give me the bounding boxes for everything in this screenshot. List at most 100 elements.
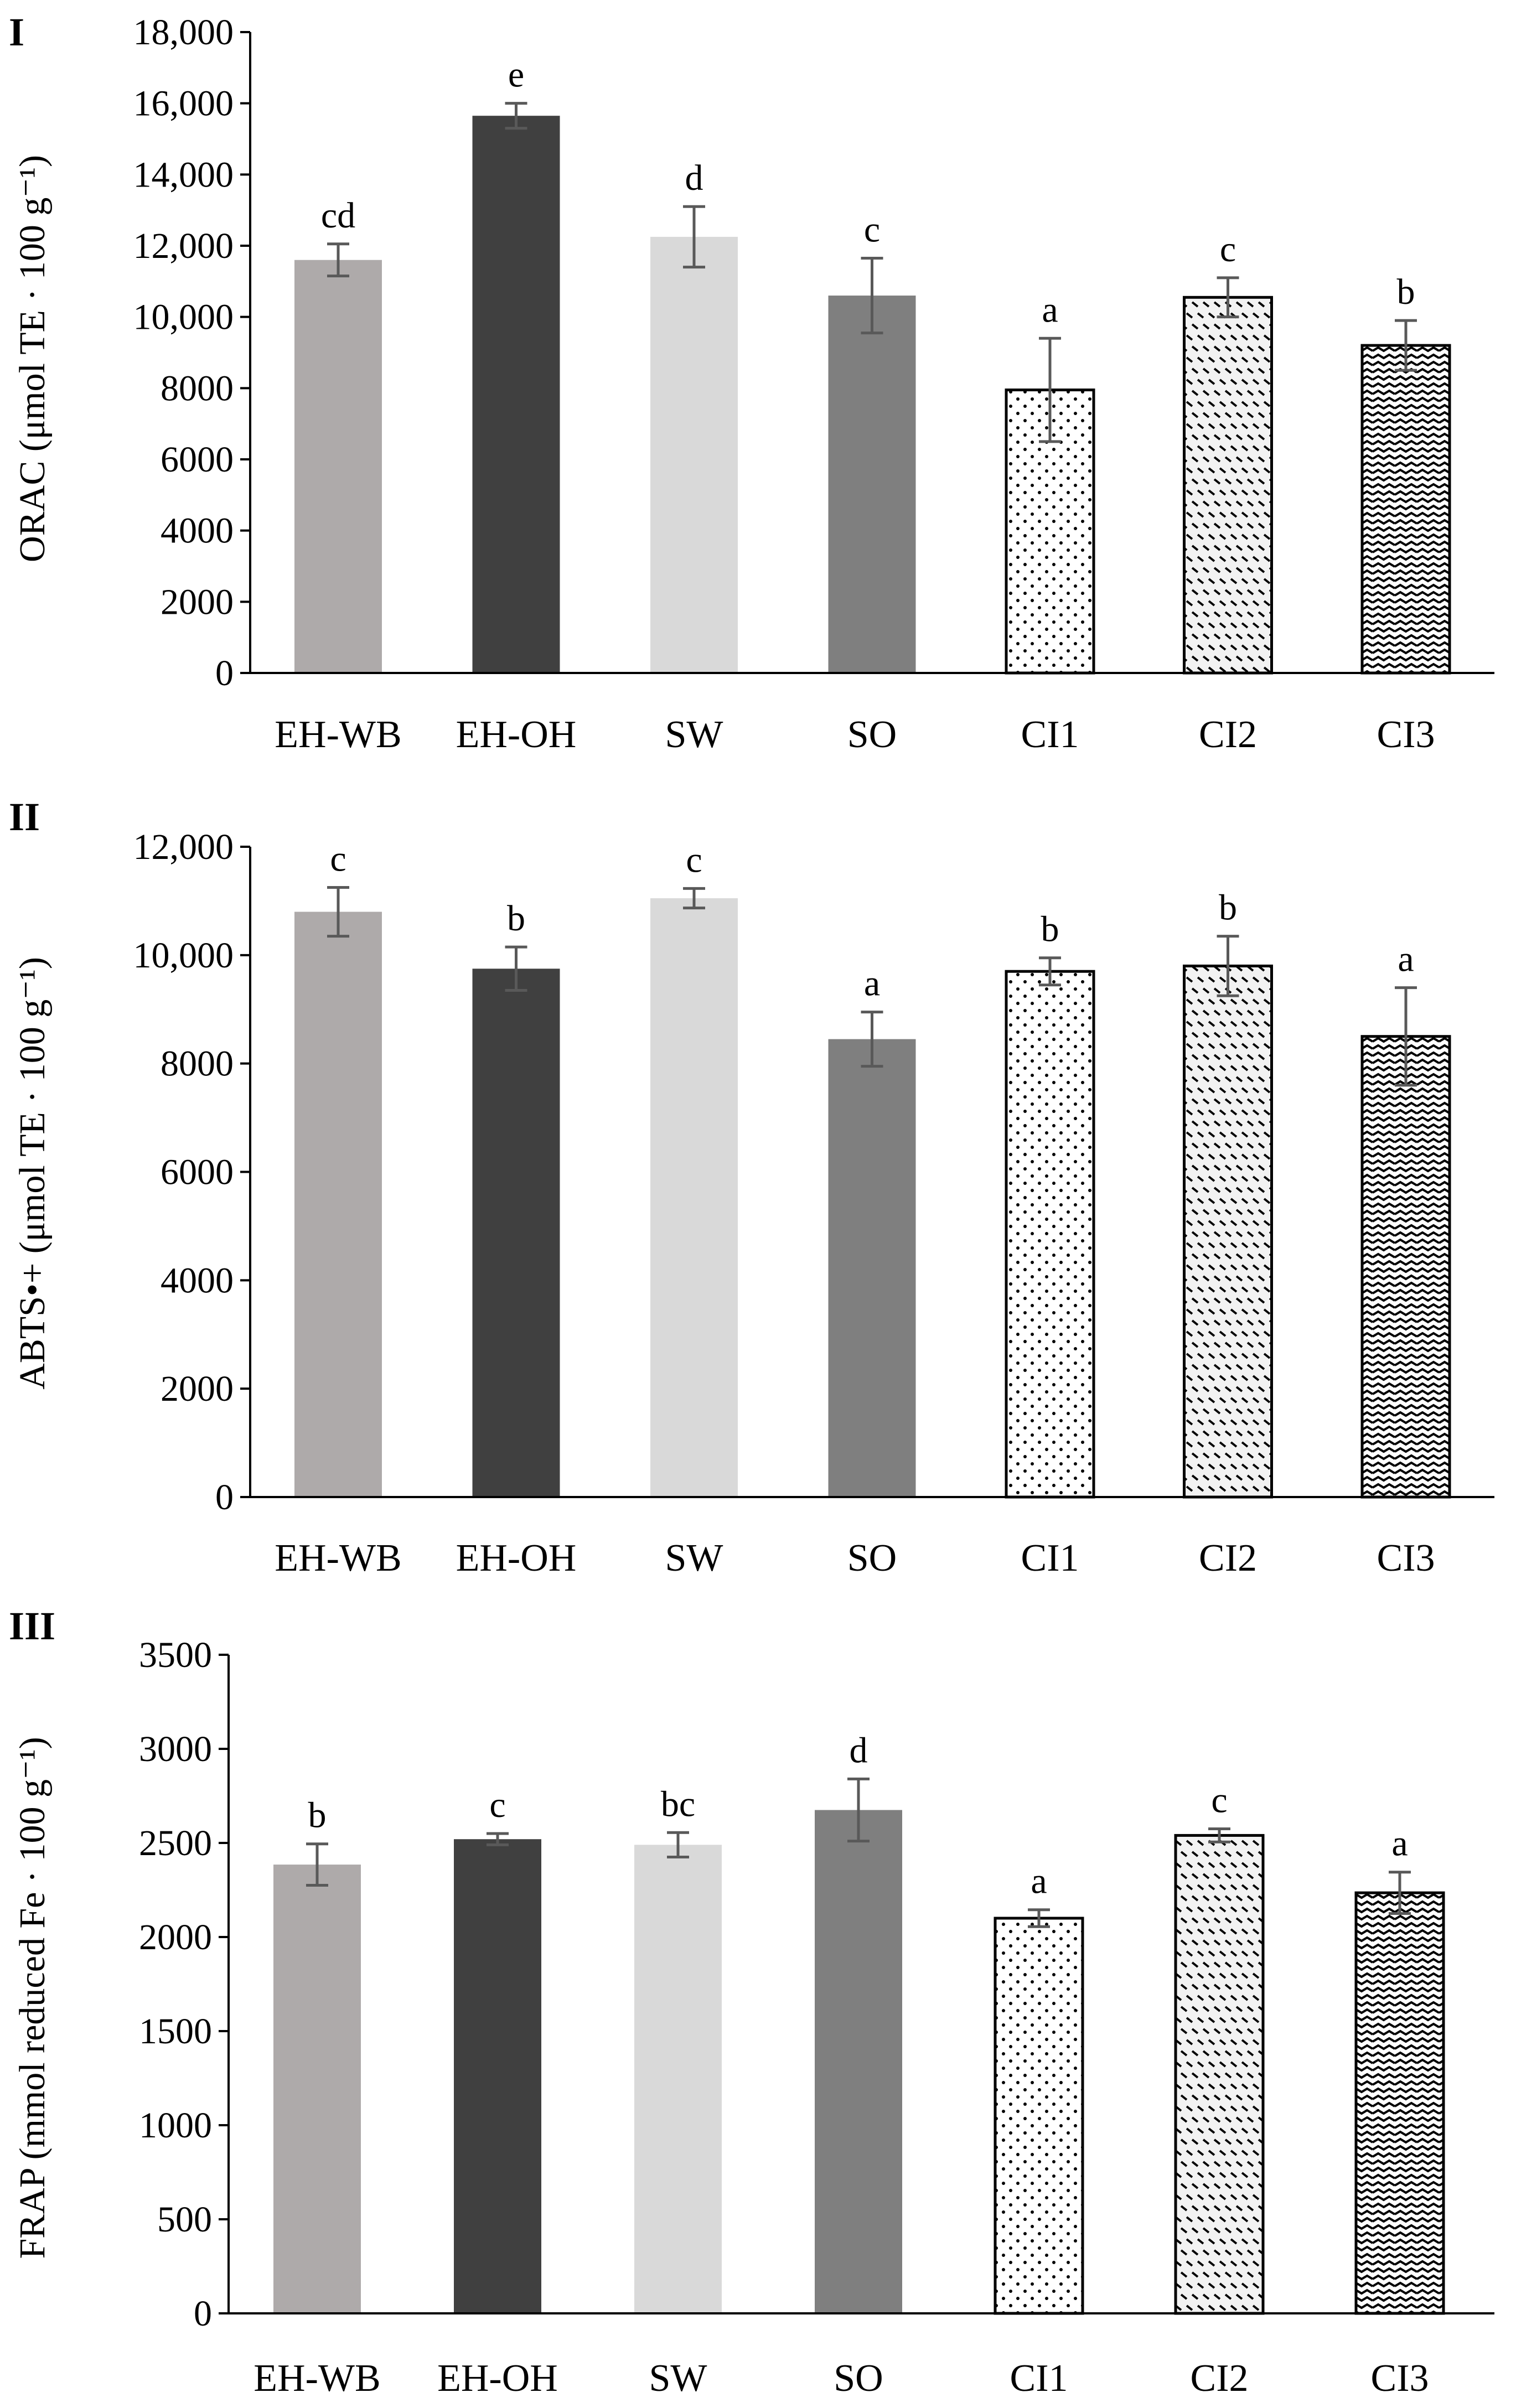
- y-axis-label: ABTS•+ (μmol TE · 100 g⁻¹): [12, 957, 53, 1390]
- x-category-labels: EH-WB EH-OH SW SO CI1 CI2 CI3: [253, 2357, 1429, 2400]
- y-tick-label: 4000: [161, 1260, 234, 1301]
- significance-letters: c b c a b b a: [330, 838, 1414, 1003]
- y-tick-label: 3500: [139, 1635, 212, 1675]
- error-bars: [306, 1777, 1411, 1928]
- x-category-label: EH-OH: [456, 713, 577, 756]
- x-category-label: CI1: [1021, 1537, 1079, 1580]
- x-category-label: CI3: [1377, 1537, 1435, 1580]
- bar-so: [828, 1039, 916, 1497]
- significance-letter: c: [330, 838, 346, 879]
- y-tick-label: 6000: [161, 439, 234, 480]
- x-category-label: EH-WB: [253, 2357, 380, 2400]
- x-category-label: CI3: [1371, 2357, 1429, 2400]
- x-category-label: CI1: [1021, 713, 1079, 756]
- significance-letter: c: [1220, 229, 1236, 270]
- y-tick-label: 14,000: [133, 154, 234, 195]
- y-tick-label: 4000: [161, 511, 234, 551]
- significance-letter: c: [686, 840, 702, 880]
- bar-ci3: [1360, 344, 1451, 675]
- y-tick-label: 0: [215, 1477, 234, 1518]
- x-category-label: SO: [834, 2357, 883, 2400]
- x-category-labels: EH-WB EH-OH SW SO CI1 CI2 CI3: [275, 713, 1435, 756]
- y-tick-label: 1500: [139, 2011, 212, 2052]
- bars: [294, 116, 1451, 675]
- significance-letter: cd: [321, 195, 355, 236]
- x-category-label: EH-OH: [437, 2357, 558, 2400]
- significance-letters: cd e d c a c b: [321, 55, 1415, 330]
- panel-label: III: [9, 1604, 55, 1648]
- significance-letter: e: [508, 55, 524, 95]
- y-ticks: 0 2000 4000 6000 8000 10,000 12,000: [133, 827, 250, 1518]
- significance-letter: b: [1397, 272, 1415, 312]
- y-ticks: 0 2000 4000 6000 8000 10,000 12,000 14,000 16,00…: [133, 12, 250, 693]
- y-tick-label: 8000: [161, 1044, 234, 1084]
- bar-ci3: [1360, 1035, 1451, 1499]
- y-axis-label: ORAC (μmol TE · 100 g⁻¹): [12, 155, 53, 562]
- bar-ci1: [1005, 970, 1095, 1499]
- bar-ci1: [994, 1917, 1084, 2315]
- bar-eh-wb: [273, 1865, 361, 2313]
- y-tick-label: 500: [157, 2199, 212, 2240]
- significance-letter: b: [1041, 909, 1059, 950]
- y-tick-label: 12,000: [133, 827, 234, 867]
- bar-so: [815, 1810, 902, 2313]
- significance-letter: d: [685, 158, 703, 198]
- y-tick-label: 10,000: [133, 935, 234, 976]
- significance-letter: b: [308, 1795, 327, 1836]
- bar-sw: [650, 236, 738, 674]
- bar-eh-wb: [294, 912, 382, 1497]
- x-category-label: CI3: [1377, 713, 1435, 756]
- x-category-label: EH-WB: [275, 1537, 401, 1580]
- panel-abts: II ABTS•+ (μmol TE · 100 g⁻¹) c b c a b b a 0 2…: [9, 795, 1494, 1580]
- y-tick-label: 0: [194, 2293, 212, 2334]
- y-tick-label: 18,000: [133, 12, 234, 53]
- y-tick-label: 3000: [139, 1729, 212, 1769]
- bar-so: [828, 296, 916, 673]
- y-tick-label: 16,000: [133, 84, 234, 124]
- y-tick-label: 2000: [161, 582, 234, 622]
- y-tick-label: 10,000: [133, 297, 234, 338]
- significance-letter: a: [864, 964, 880, 1004]
- bar-ci2: [1183, 296, 1273, 675]
- error-bars: [327, 102, 1417, 443]
- significance-letter: a: [1031, 1861, 1047, 1902]
- x-category-label: CI2: [1199, 1537, 1257, 1580]
- bar-eh-oh: [472, 116, 560, 673]
- bar-ci3: [1354, 1891, 1445, 2315]
- panel-label: II: [9, 795, 40, 839]
- panel-orac: I ORAC (μmol TE · 100 g⁻¹) cd e d c a c b 0 200…: [9, 10, 1494, 756]
- x-category-label: SW: [649, 2357, 707, 2400]
- significance-letter: b: [507, 898, 525, 939]
- y-tick-label: 1000: [139, 2105, 212, 2146]
- significance-letter: d: [850, 1730, 868, 1770]
- error-bars: [327, 885, 1417, 1087]
- x-category-label: SO: [847, 1537, 897, 1580]
- y-tick-label: 8000: [161, 368, 234, 408]
- y-axis-label: FRAP (mmol reduced Fe · 100 g⁻¹): [12, 1737, 53, 2259]
- x-category-label: SO: [847, 713, 897, 756]
- bars: [273, 1810, 1445, 2315]
- y-tick-label: 0: [215, 653, 234, 693]
- significance-letter: a: [1042, 289, 1058, 330]
- bar-ci2: [1174, 1834, 1265, 2315]
- panel-label: I: [9, 10, 24, 54]
- y-tick-label: 2000: [161, 1369, 234, 1409]
- significance-letter: b: [1219, 888, 1237, 928]
- bar-eh-wb: [294, 260, 382, 673]
- x-category-label: SW: [665, 1537, 723, 1580]
- bar-eh-oh: [454, 1839, 541, 2313]
- bar-sw: [650, 898, 738, 1497]
- x-category-label: EH-WB: [275, 713, 401, 756]
- significance-letter: a: [1398, 939, 1414, 980]
- bar-eh-oh: [472, 969, 560, 1497]
- x-category-label: SW: [665, 713, 723, 756]
- bar-ci2: [1183, 964, 1273, 1499]
- y-ticks: 0 500 1000 1500 2000 2500 3000 3500: [139, 1635, 229, 2334]
- y-tick-label: 12,000: [133, 226, 234, 266]
- significance-letter: bc: [661, 1784, 695, 1824]
- x-category-label: CI1: [1010, 2357, 1068, 2400]
- x-category-label: CI2: [1199, 713, 1257, 756]
- significance-letter: c: [1211, 1780, 1227, 1821]
- significance-letter: c: [489, 1785, 505, 1825]
